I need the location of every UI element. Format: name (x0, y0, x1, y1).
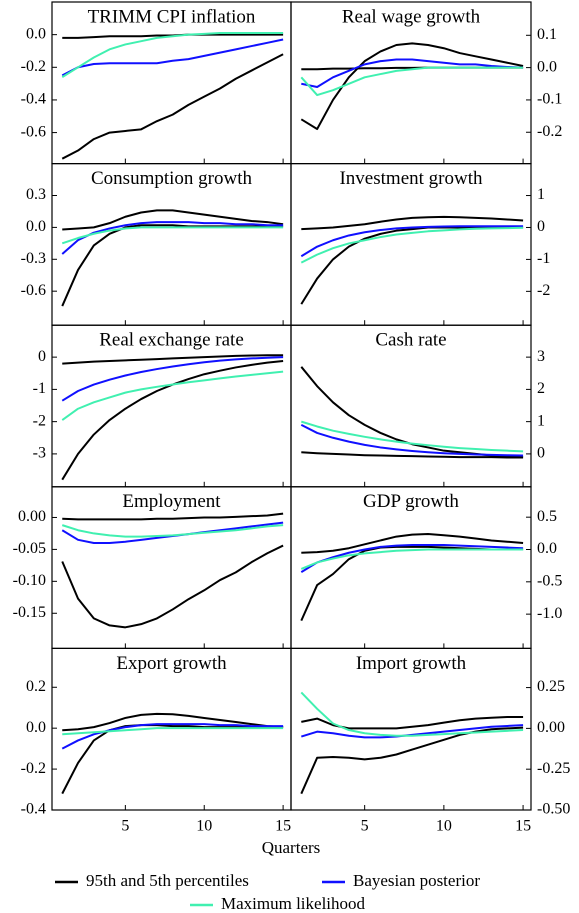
y-tick-label: 0.0 (26, 25, 46, 42)
panel-title: Cash rate (375, 330, 446, 351)
y-tick-label: -0.2 (21, 760, 46, 777)
y-tick-label: 0 (38, 348, 46, 365)
y-tick-label: 0 (537, 218, 545, 235)
legend-label: Maximum likelihood (221, 894, 366, 913)
y-tick-label: -0.4 (21, 91, 46, 108)
x-tick-label: 10 (196, 818, 212, 835)
panel-frame (290, 647, 532, 811)
line (61, 360, 284, 481)
line (300, 66, 524, 97)
line (61, 370, 284, 421)
line (61, 224, 284, 307)
line (300, 226, 524, 305)
y-tick-label: -0.5 (537, 572, 562, 589)
line (61, 356, 284, 402)
y-tick-label: -0.4 (21, 801, 46, 818)
x-tick-label: 5 (361, 818, 369, 835)
y-tick-label: -0.6 (21, 282, 46, 299)
panel-title: Employment (122, 491, 221, 512)
panel-title: TRIMM CPI inflation (88, 6, 256, 27)
y-tick-label: 0.00 (537, 719, 565, 736)
line (61, 724, 284, 795)
y-tick-label: 0.5 (537, 508, 557, 525)
y-tick-label: -0.3 (21, 250, 46, 267)
line (61, 544, 284, 629)
legend-label: Bayesian posterior (353, 871, 480, 890)
line (300, 548, 524, 570)
line (62, 209, 284, 231)
panel-title: Real exchange rate (99, 330, 244, 351)
y-tick-label: 0.0 (26, 218, 46, 235)
y-tick-label: -1 (537, 250, 550, 267)
y-tick-label: 0.0 (537, 58, 557, 75)
panel-title: Export growth (116, 653, 227, 674)
line (62, 727, 284, 736)
line (301, 532, 524, 554)
y-tick-label: -0.1 (537, 91, 562, 108)
y-tick-label: 0.2 (26, 678, 46, 695)
y-tick-label: -0.15 (13, 604, 46, 621)
y-tick-label: -2 (537, 282, 550, 299)
x-tick-label: 15 (515, 818, 531, 835)
y-tick-label: -1 (33, 380, 46, 397)
line (61, 38, 284, 77)
line (301, 451, 524, 459)
line (301, 215, 524, 231)
line (300, 691, 524, 737)
x-tick-label: 5 (121, 818, 129, 835)
line (300, 42, 524, 131)
y-tick-label: -3 (33, 445, 46, 462)
panel-title: GDP growth (363, 491, 459, 512)
y-tick-label: 0.0 (537, 540, 557, 557)
y-tick-label: -0.05 (13, 540, 46, 557)
line (62, 512, 284, 521)
panel-title: Consumption growth (91, 168, 252, 189)
line (61, 221, 284, 255)
y-tick-label: 0.25 (537, 678, 565, 695)
panel-title: Import growth (356, 653, 467, 674)
y-tick-label: -0.2 (21, 58, 46, 75)
y-tick-label: -0.50 (537, 801, 570, 818)
line (61, 723, 284, 750)
y-tick-label: 0 (537, 445, 545, 462)
line (301, 58, 524, 88)
x-tick-label: 10 (436, 818, 452, 835)
y-tick-label: -0.6 (21, 123, 46, 140)
y-tick-label: 3 (537, 348, 545, 365)
y-tick-label: 0.00 (18, 508, 46, 525)
y-tick-label: -0.25 (537, 760, 570, 777)
line (300, 225, 524, 258)
line (61, 53, 284, 160)
x-tick-label: 15 (275, 818, 291, 835)
line (61, 32, 284, 78)
line (300, 423, 524, 457)
line (61, 524, 284, 538)
line (301, 420, 524, 453)
line (62, 354, 284, 365)
y-tick-label: 0.1 (537, 26, 557, 43)
line (61, 226, 284, 245)
y-tick-label: 2 (537, 380, 545, 397)
line (300, 543, 524, 573)
panel-title: Investment growth (339, 168, 483, 189)
y-tick-label: -0.10 (13, 572, 46, 589)
x-axis-label: Quarters (262, 838, 321, 857)
panel-title: Real wage growth (342, 6, 481, 27)
y-tick-label: 0.0 (26, 719, 46, 736)
y-tick-label: 1 (537, 412, 545, 429)
y-tick-label: 1 (537, 186, 545, 203)
line (300, 226, 524, 264)
line (62, 712, 284, 732)
y-tick-label: -1.0 (537, 605, 562, 622)
line (300, 726, 524, 795)
y-tick-label: -0.2 (537, 123, 562, 140)
y-tick-label: -2 (33, 412, 46, 429)
legend-label: 95th and 5th percentiles (86, 871, 249, 890)
y-tick-label: 0.3 (26, 186, 46, 203)
